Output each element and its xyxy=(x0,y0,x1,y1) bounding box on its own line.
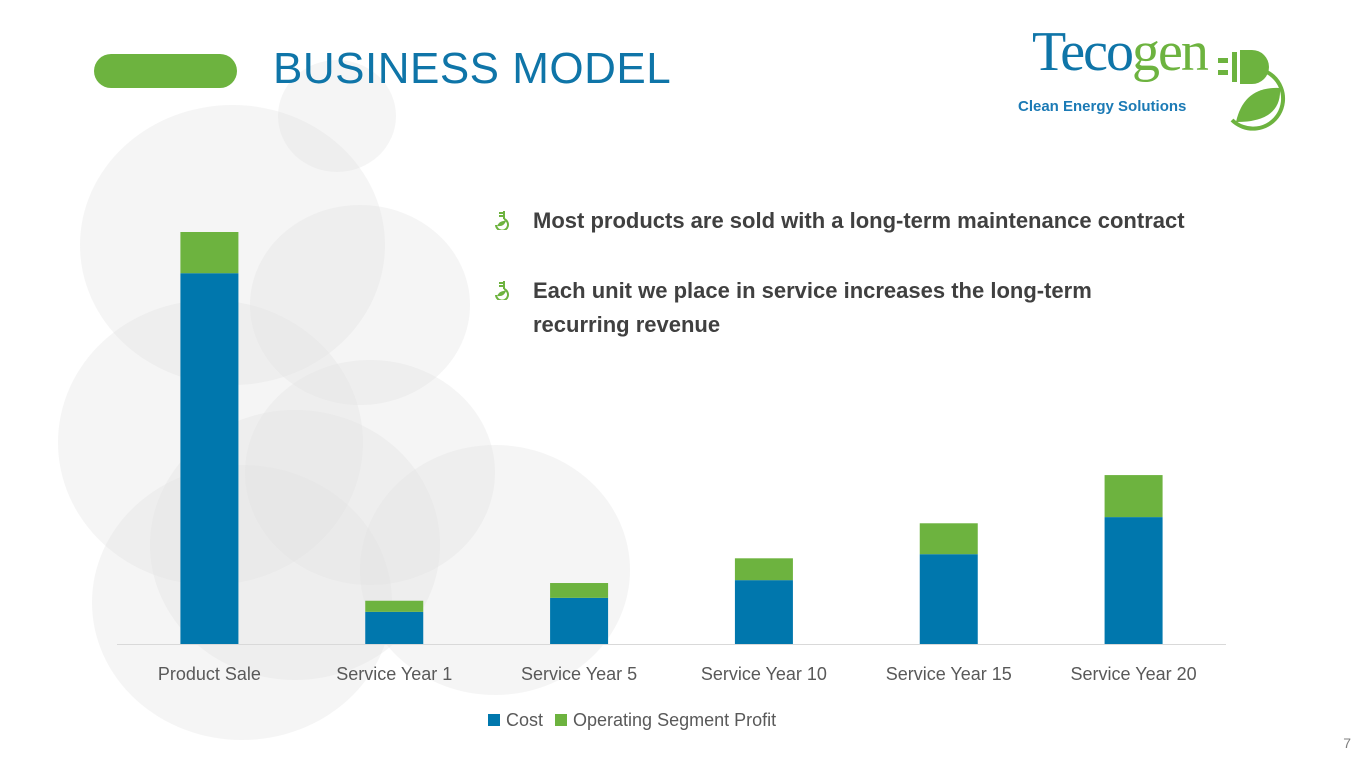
plug-leaf-icon xyxy=(1218,50,1286,131)
bar-profit xyxy=(180,232,239,274)
bar-profit xyxy=(365,600,424,612)
bar-profit xyxy=(1104,475,1163,518)
bar-cost xyxy=(365,611,424,644)
bar-cost xyxy=(734,580,793,644)
x-tick-label: Product Sale xyxy=(158,664,261,684)
x-tick-label: Service Year 10 xyxy=(701,664,827,684)
bar-cost xyxy=(180,273,239,644)
bullet-list: Most products are sold with a long-term … xyxy=(492,204,1192,378)
bg-circle xyxy=(278,60,396,172)
legend-swatch-cost xyxy=(488,714,500,726)
bar-cost xyxy=(1104,517,1163,644)
legend-label: Cost xyxy=(506,710,544,730)
bg-circle xyxy=(245,360,495,585)
bg-circle xyxy=(360,445,630,695)
bar-cost xyxy=(550,597,609,644)
bullet-item: Each unit we place in service increases … xyxy=(492,274,1192,342)
x-tick-label: Service Year 20 xyxy=(1071,664,1197,684)
plug-leaf-icon xyxy=(495,211,509,230)
stacked-bar-chart: Product Sale Service Year 1 Service Year 5… xyxy=(117,232,1226,684)
legend-item-cost: Cost xyxy=(488,710,543,731)
page-number: 7 xyxy=(1343,735,1351,751)
bar-profit xyxy=(550,583,609,598)
bullet-text: Each unit we place in service increases … xyxy=(533,278,1092,337)
logo-tagline: Clean Energy Solutions xyxy=(1018,98,1187,115)
x-tick-label: Service Year 15 xyxy=(886,664,1012,684)
logo-text-teco: Teco xyxy=(1032,21,1134,83)
page-title: BUSINESS MODEL xyxy=(273,44,672,93)
x-tick-label: Service Year 1 xyxy=(336,664,452,684)
bar-profit xyxy=(734,558,793,581)
plug-leaf-icon xyxy=(495,281,509,300)
x-tick-label: Service Year 5 xyxy=(521,664,637,684)
legend-swatch-profit xyxy=(555,714,568,726)
tecogen-logo: Tecogen Clean Energy Solutions xyxy=(1000,20,1320,140)
bar-profit xyxy=(919,523,978,555)
bullet-text: Most products are sold with a long-term … xyxy=(533,208,1185,233)
bg-circle xyxy=(92,465,392,740)
legend-item-profit: Operating Segment Profit xyxy=(555,710,776,731)
bullet-item: Most products are sold with a long-term … xyxy=(492,204,1192,238)
bar-cost xyxy=(919,554,978,644)
bg-circle xyxy=(250,205,470,405)
chart-legend: Cost Operating Segment Profit xyxy=(488,710,776,731)
logo-text-gen: gen xyxy=(1132,21,1209,83)
legend-label: Operating Segment Profit xyxy=(573,710,777,730)
title-accent-pill xyxy=(94,54,237,88)
